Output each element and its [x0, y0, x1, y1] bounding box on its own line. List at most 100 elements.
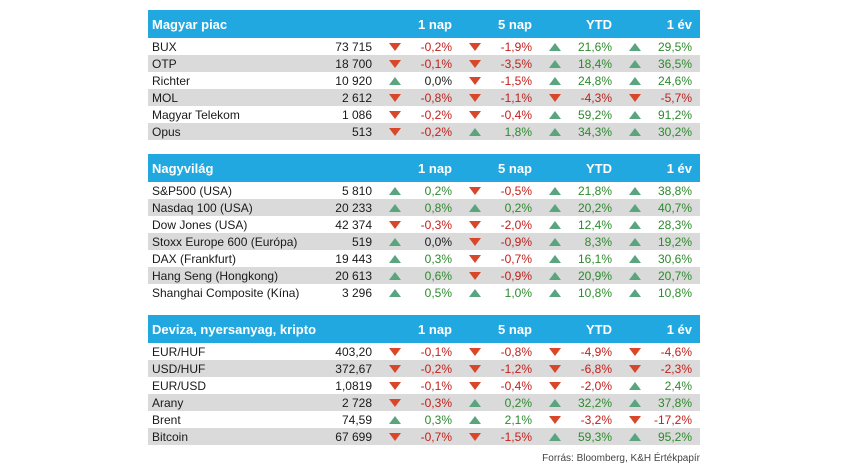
- instrument-name: Dow Jones (USA): [152, 217, 248, 232]
- instrument-value: 67 699: [335, 429, 372, 444]
- arrow-down-icon: [468, 254, 482, 263]
- change-value: -0,9%: [500, 268, 532, 283]
- change-cell: -4,3%: [532, 91, 612, 105]
- change-cell: -1,2%: [452, 362, 532, 376]
- arrow-up-icon: [388, 254, 402, 263]
- arrow-up-icon: [548, 432, 562, 441]
- change-cell: -0,3%: [372, 218, 452, 232]
- change-value: 1,8%: [504, 124, 532, 139]
- change-cell: -0,4%: [452, 108, 532, 122]
- change-cell: 0,3%: [372, 413, 452, 427]
- change-value: -0,2%: [420, 39, 452, 54]
- change-cell: -0,1%: [372, 57, 452, 71]
- change-cell: 2,4%: [612, 379, 692, 393]
- change-value: -17,2%: [653, 412, 692, 427]
- instrument-value: 2 728: [341, 395, 372, 410]
- table-row: Arany 2 728 -0,3% 0,2% 32,2% 37,8%: [148, 394, 700, 411]
- arrow-up-icon: [628, 186, 642, 195]
- arrow-down-icon: [388, 110, 402, 119]
- change-cell: 10,8%: [612, 286, 692, 300]
- change-value: -0,1%: [420, 378, 452, 393]
- change-cell: 20,7%: [612, 269, 692, 283]
- arrow-down-icon: [468, 432, 482, 441]
- change-cell: 30,6%: [612, 252, 692, 266]
- arrow-down-icon: [548, 364, 562, 373]
- change-value: 34,3%: [577, 124, 612, 139]
- change-value: 0,0%: [424, 234, 452, 249]
- change-cell: 0,0%: [372, 235, 452, 249]
- change-value: 91,2%: [657, 107, 692, 122]
- arrow-up-icon: [388, 186, 402, 195]
- instrument-value: 1 086: [341, 107, 372, 122]
- change-value: -0,2%: [420, 124, 452, 139]
- instrument-value: 19 443: [335, 251, 372, 266]
- change-cell: 0,2%: [452, 396, 532, 410]
- change-value: -3,5%: [500, 56, 532, 71]
- change-value: 20,7%: [657, 268, 692, 283]
- change-cell: 40,7%: [612, 201, 692, 215]
- change-cell: -0,1%: [372, 345, 452, 359]
- change-cell: -3,2%: [532, 413, 612, 427]
- instrument-value: 1,0819: [335, 378, 372, 393]
- change-value: -0,9%: [500, 234, 532, 249]
- change-cell: -6,8%: [532, 362, 612, 376]
- column-header: 1 év: [666, 321, 692, 337]
- instrument-name: Shanghai Composite (Kína): [152, 285, 300, 300]
- change-cell: 29,5%: [612, 40, 692, 54]
- arrow-down-icon: [388, 127, 402, 136]
- change-cell: 37,8%: [612, 396, 692, 410]
- table-row: Shanghai Composite (Kína) 3 296 0,5% 1,0% 10…: [148, 284, 700, 301]
- arrow-up-icon: [628, 288, 642, 297]
- change-value: -1,5%: [500, 429, 532, 444]
- arrow-up-icon: [548, 76, 562, 85]
- arrow-up-icon: [468, 203, 482, 212]
- change-value: 29,5%: [657, 39, 692, 54]
- change-cell: 38,8%: [612, 184, 692, 198]
- change-cell: -17,2%: [612, 413, 692, 427]
- change-cell: -1,9%: [452, 40, 532, 54]
- section-rows: EUR/HUF 403,20 -0,1% -0,8% -4,9% -4,6% USD/HUF…: [148, 343, 700, 445]
- instrument-value: 3 296: [341, 285, 372, 300]
- arrow-down-icon: [468, 220, 482, 229]
- change-cell: -5,7%: [612, 91, 692, 105]
- instrument-name: EUR/HUF: [152, 344, 206, 359]
- arrow-down-icon: [388, 347, 402, 356]
- column-header: YTD: [586, 160, 612, 176]
- change-value: -0,7%: [500, 251, 532, 266]
- change-cell: 20,2%: [532, 201, 612, 215]
- arrow-up-icon: [548, 203, 562, 212]
- instrument-value: 2 612: [341, 90, 372, 105]
- table-row: BUX 73 715 -0,2% -1,9% 21,6% 29,5%: [148, 38, 700, 55]
- table-row: Magyar Telekom 1 086 -0,2% -0,4% 59,2% 91,2%: [148, 106, 700, 123]
- change-cell: 30,2%: [612, 125, 692, 139]
- table-row: Opus 513 -0,2% 1,8% 34,3% 30,2%: [148, 123, 700, 140]
- table-row: Nasdaq 100 (USA) 20 233 0,8% 0,2% 20,2% 40,7%: [148, 199, 700, 216]
- change-value: 0,0%: [424, 73, 452, 88]
- arrow-up-icon: [388, 237, 402, 246]
- change-cell: -0,7%: [452, 252, 532, 266]
- arrow-down-icon: [388, 381, 402, 390]
- change-value: -0,1%: [420, 344, 452, 359]
- change-cell: -0,7%: [372, 430, 452, 444]
- arrow-down-icon: [628, 415, 642, 424]
- change-value: 21,6%: [577, 39, 612, 54]
- change-value: 12,4%: [577, 217, 612, 232]
- instrument-name: DAX (Frankfurt): [152, 251, 237, 266]
- change-value: -0,8%: [500, 344, 532, 359]
- change-value: 8,3%: [584, 234, 612, 249]
- change-value: 59,3%: [577, 429, 612, 444]
- table-section: Nagyvilág 1 nap 5 nap YTD 1 év S&P500 (USA) 5 …: [148, 154, 700, 301]
- change-cell: 1,0%: [452, 286, 532, 300]
- instrument-name: Stoxx Europe 600 (Európa): [152, 234, 298, 249]
- change-value: -0,7%: [420, 429, 452, 444]
- arrow-up-icon: [548, 220, 562, 229]
- arrow-down-icon: [628, 93, 642, 102]
- change-cell: -0,1%: [372, 379, 452, 393]
- arrow-up-icon: [468, 398, 482, 407]
- change-value: -0,2%: [420, 361, 452, 376]
- instrument-value: 18 700: [335, 56, 372, 71]
- change-value: -0,8%: [420, 90, 452, 105]
- change-value: -0,4%: [500, 378, 532, 393]
- change-cell: -2,0%: [532, 379, 612, 393]
- instrument-name: USD/HUF: [152, 361, 206, 376]
